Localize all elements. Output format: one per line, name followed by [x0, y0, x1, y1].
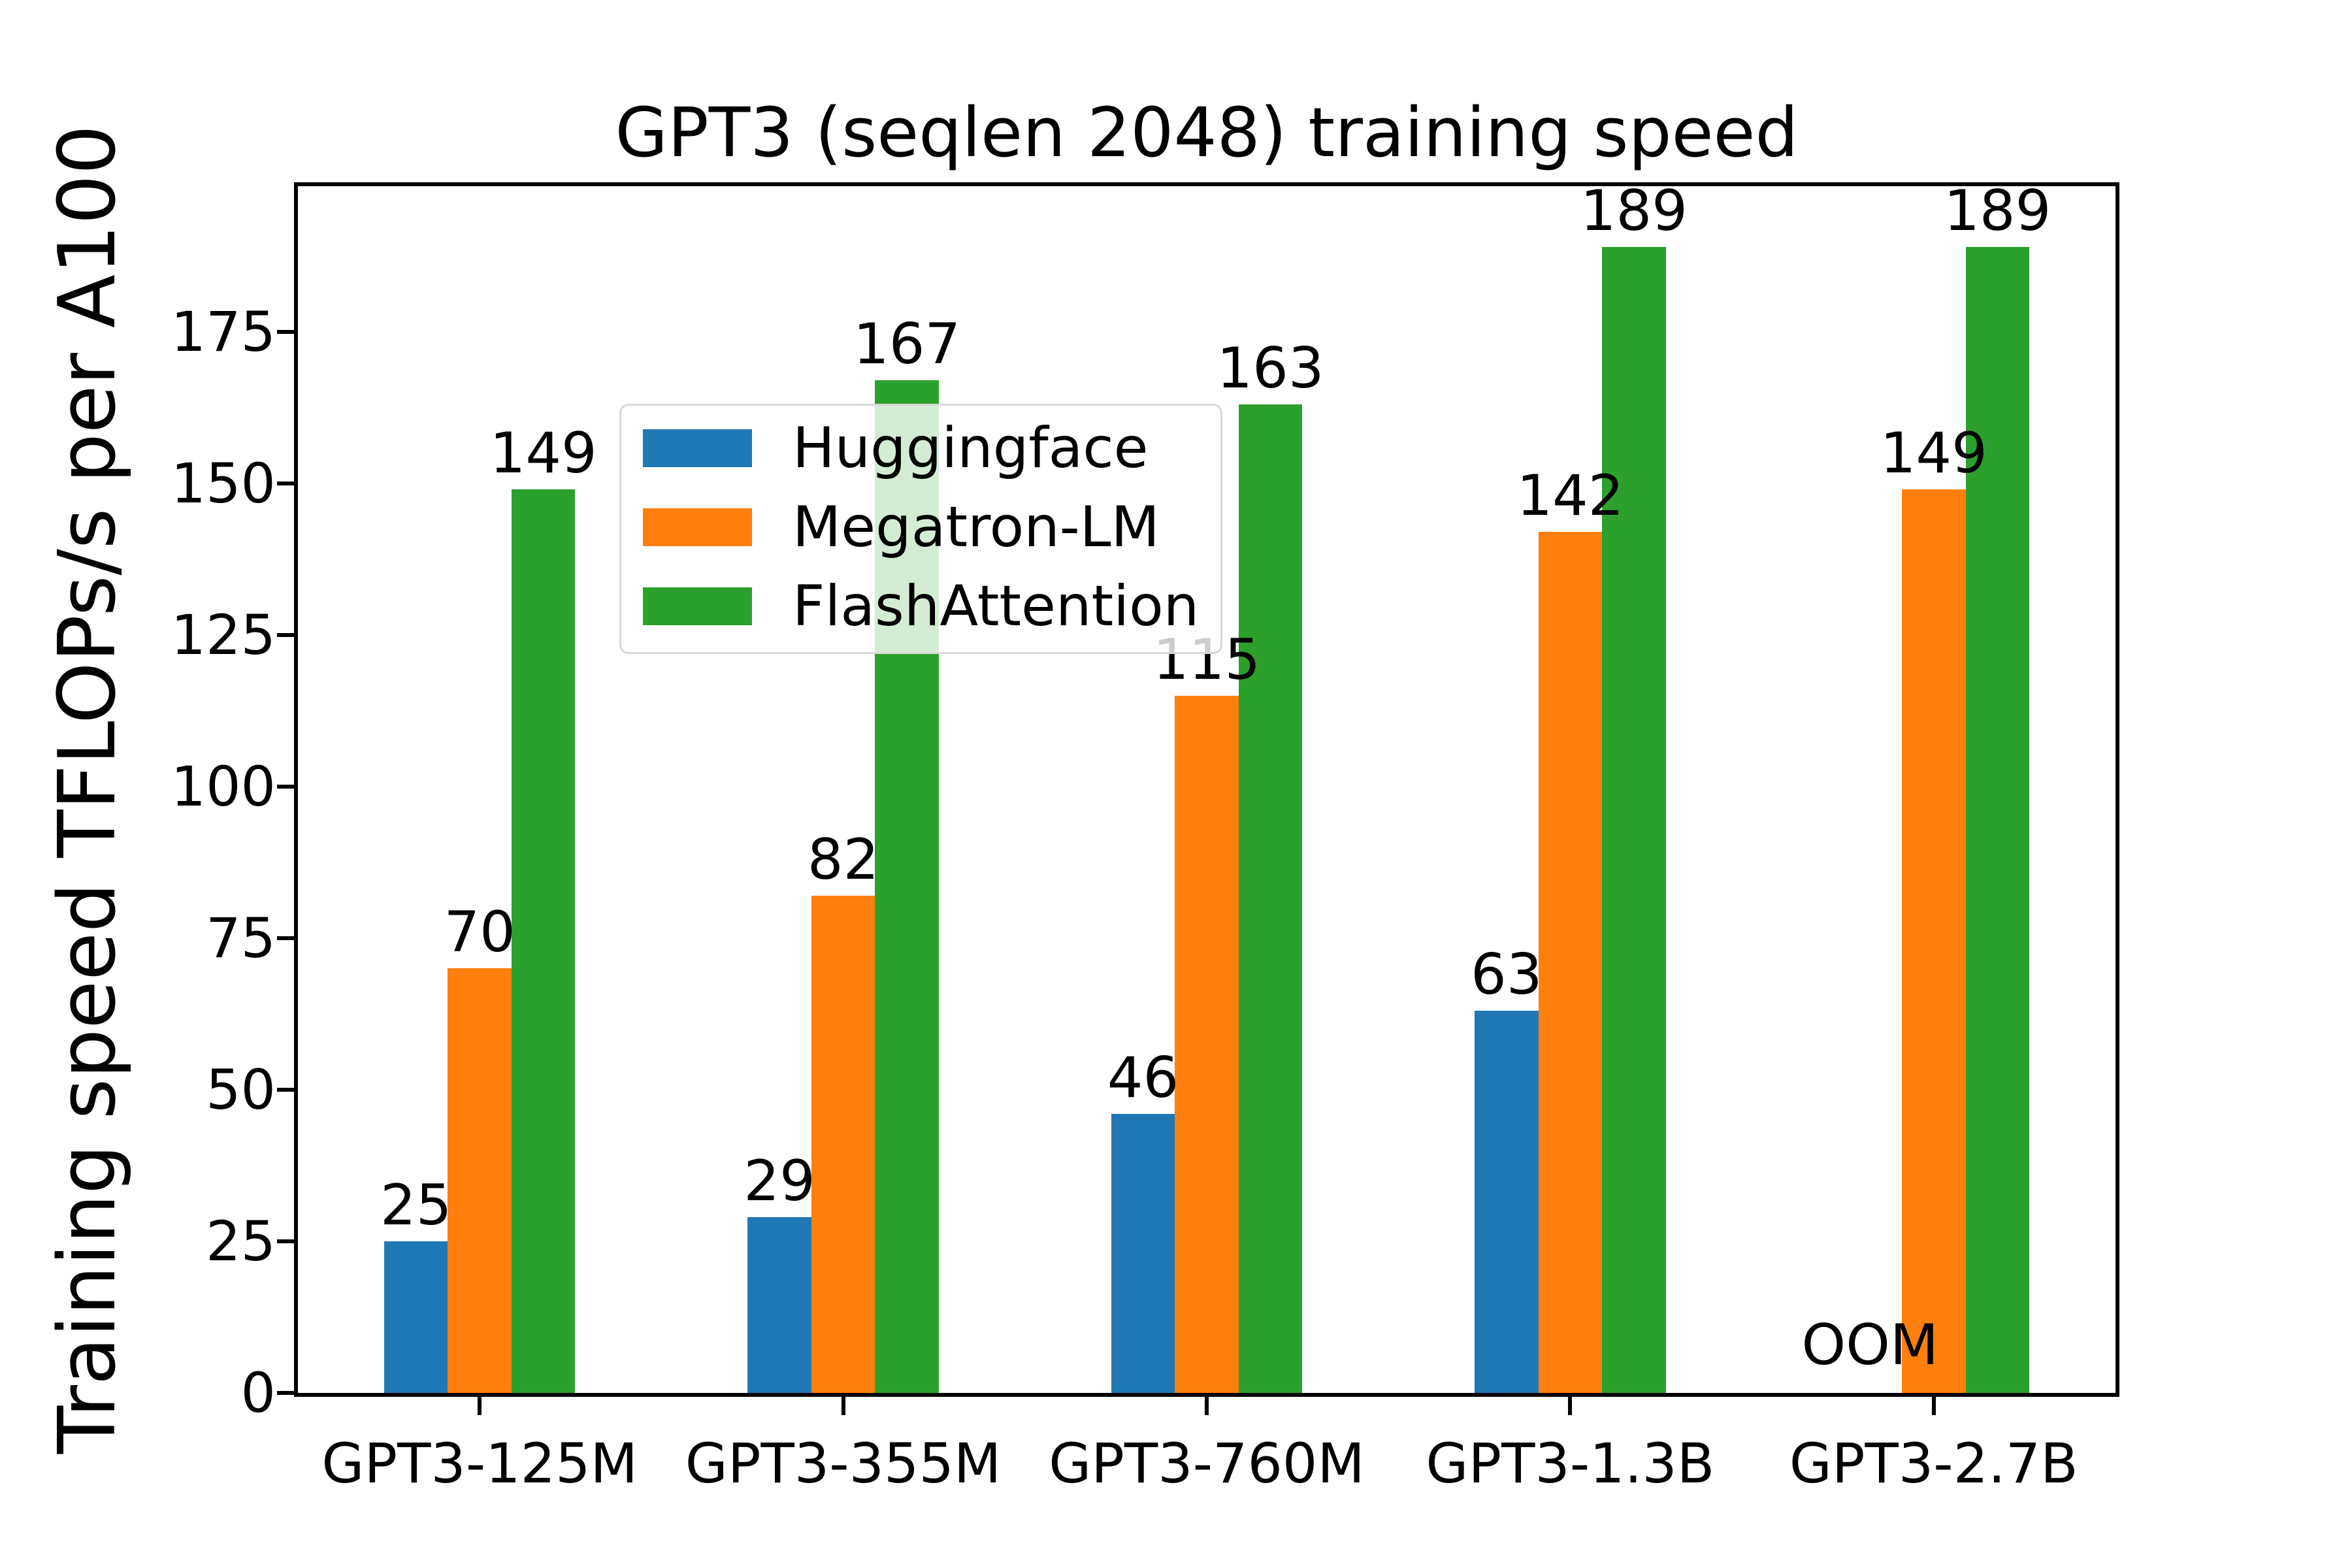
legend: Huggingface Megatron-LM FlashAttention: [619, 404, 1222, 654]
bar-value-label-megatron-lm-gpt3-125m: 70: [444, 900, 515, 966]
bar-value-label-huggingface-gpt3-760m: 46: [1107, 1045, 1179, 1111]
x-tick-mark-gpt3-125m: [478, 1397, 482, 1415]
bar-value-label-huggingface-gpt3-355m: 29: [743, 1148, 815, 1214]
y-tick-label-50: 50: [206, 1057, 276, 1122]
missing-value-label-huggingface-gpt3-2-7b: OOM: [1801, 1313, 1939, 1378]
legend-label-megatron-lm: Megatron-LM: [792, 494, 1160, 560]
bar-huggingface-gpt3-125m: [384, 1241, 448, 1393]
x-tick-label-gpt3-125m: GPT3-125M: [321, 1431, 638, 1495]
x-tick-mark-gpt3-1-3b: [1568, 1397, 1573, 1415]
bar-megatron-lm-gpt3-125m: [448, 968, 512, 1393]
y-tick-mark-175: [277, 329, 294, 334]
y-tick-mark-100: [277, 784, 294, 789]
legend-item-flashattention: FlashAttention: [643, 566, 1207, 645]
bar-value-label-flashattention-gpt3-355m: 167: [853, 312, 961, 378]
bar-value-label-huggingface-gpt3-125m: 25: [380, 1172, 452, 1238]
y-tick-label-25: 25: [206, 1209, 276, 1273]
bar-flashattention-gpt3-1-3b: [1602, 246, 1666, 1393]
y-tick-mark-50: [277, 1087, 294, 1092]
x-tick-label-gpt3-760m: GPT3-760M: [1049, 1431, 1365, 1495]
y-tick-label-125: 125: [171, 602, 276, 667]
legend-swatch-flashattention: [643, 587, 752, 625]
legend-label-flashattention: FlashAttention: [792, 573, 1200, 639]
y-tick-label-150: 150: [171, 451, 276, 515]
bar-flashattention-gpt3-2-7b: [1965, 246, 2030, 1393]
bar-value-label-megatron-lm-gpt3-1-3b: 142: [1516, 463, 1624, 529]
bar-megatron-lm-gpt3-2-7b: [1902, 489, 1966, 1393]
legend-label-huggingface: Huggingface: [792, 415, 1149, 481]
bar-huggingface-gpt3-760m: [1111, 1114, 1175, 1393]
y-tick-label-75: 75: [206, 906, 276, 970]
x-tick-label-gpt3-1-3b: GPT3-1.3B: [1426, 1431, 1715, 1495]
y-tick-mark-0: [277, 1391, 294, 1395]
bar-megatron-lm-gpt3-760m: [1175, 695, 1239, 1393]
bar-value-label-flashattention-gpt3-1-3b: 189: [1580, 178, 1688, 244]
bar-value-label-flashattention-gpt3-760m: 163: [1217, 336, 1324, 402]
x-tick-mark-gpt3-760m: [1205, 1397, 1209, 1415]
bar-huggingface-gpt3-1-3b: [1475, 1011, 1539, 1393]
x-tick-label-gpt3-355m: GPT3-355M: [685, 1431, 1002, 1495]
y-tick-mark-25: [277, 1239, 294, 1243]
y-tick-label-175: 175: [171, 299, 276, 364]
y-tick-mark-75: [277, 936, 294, 940]
bar-value-label-flashattention-gpt3-125m: 149: [489, 421, 597, 487]
x-tick-label-gpt3-2-7b: GPT3-2.7B: [1789, 1431, 2078, 1495]
y-tick-mark-150: [277, 481, 294, 485]
y-tick-mark-125: [277, 632, 294, 637]
x-tick-mark-gpt3-2-7b: [1931, 1397, 1936, 1415]
bar-megatron-lm-gpt3-1-3b: [1538, 532, 1603, 1393]
legend-swatch-huggingface: [643, 429, 752, 467]
bar-value-label-flashattention-gpt3-2-7b: 189: [1944, 178, 2051, 244]
legend-item-huggingface: Huggingface: [643, 408, 1207, 487]
y-tick-label-0: 0: [240, 1361, 276, 1425]
bar-flashattention-gpt3-760m: [1238, 404, 1303, 1393]
legend-item-megatron-lm: Megatron-LM: [643, 487, 1207, 566]
x-tick-mark-gpt3-355m: [841, 1397, 845, 1415]
chart-title: GPT3 (seqlen 2048) training speed: [615, 93, 1799, 172]
bar-flashattention-gpt3-125m: [511, 489, 576, 1393]
y-tick-label-100: 100: [171, 754, 276, 819]
bar-megatron-lm-gpt3-355m: [811, 895, 875, 1393]
plot-area: Huggingface Megatron-LM FlashAttention 25 2…: [294, 182, 2119, 1397]
bar-value-label-megatron-lm-gpt3-2-7b: 149: [1880, 421, 1987, 487]
bar-huggingface-gpt3-355m: [747, 1217, 811, 1393]
legend-swatch-megatron-lm: [643, 508, 752, 546]
bar-value-label-megatron-lm-gpt3-355m: 82: [807, 826, 879, 892]
bar-value-label-huggingface-gpt3-1-3b: 63: [1471, 942, 1543, 1008]
